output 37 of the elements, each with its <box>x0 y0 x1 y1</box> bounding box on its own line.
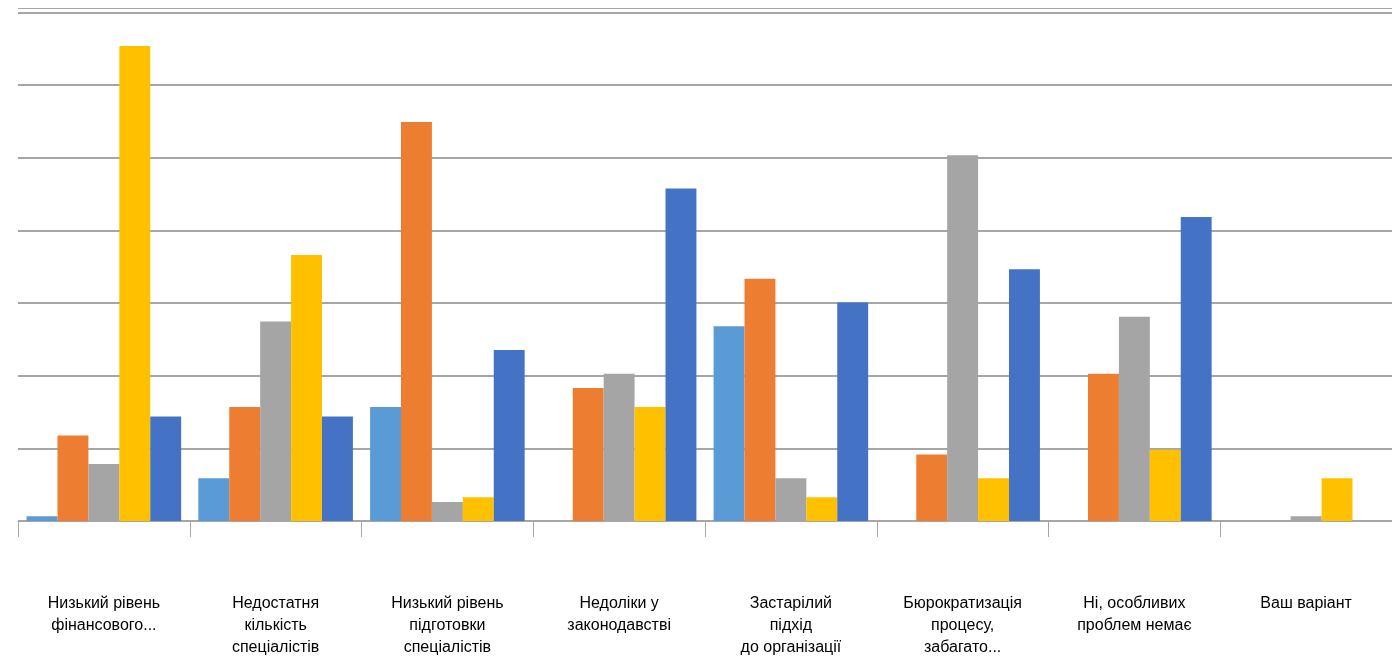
bar <box>1009 269 1040 521</box>
bar <box>370 407 401 521</box>
bar <box>1149 449 1181 521</box>
x-tick-label: Бюрократизація процесу, забагато... <box>903 593 1022 655</box>
bar <box>119 46 151 521</box>
bar <box>916 454 948 521</box>
x-tick-label: Ні, особливих проблем немає <box>1077 593 1192 633</box>
bar <box>493 350 525 521</box>
x-tick-label: Недостатня кількість спеціалістів <box>231 593 320 655</box>
bar <box>665 188 697 521</box>
bar <box>978 478 1009 521</box>
bar <box>462 497 494 521</box>
bar <box>1180 217 1212 521</box>
bar <box>431 502 463 521</box>
bar <box>291 255 322 521</box>
bar <box>26 516 58 521</box>
x-tick-label: Недоліки у законодавстві <box>567 593 671 633</box>
x-tick-label: Низький рівень фінансового... <box>47 593 161 633</box>
bar <box>806 497 838 521</box>
bar <box>322 416 353 521</box>
bar <box>88 464 120 521</box>
bar <box>1321 478 1353 521</box>
bar <box>634 407 666 521</box>
bar <box>229 407 261 521</box>
bar <box>401 122 432 521</box>
bar <box>775 478 807 521</box>
bar <box>572 388 604 521</box>
bar <box>713 326 745 521</box>
bar <box>837 302 869 521</box>
bar <box>198 478 230 521</box>
x-tick-label: Низький рівень підготовки спеціалістів <box>391 593 504 655</box>
bar <box>744 278 776 521</box>
bar <box>1088 373 1119 521</box>
x-tick-label: Застарілий підхід до організації <box>740 593 842 655</box>
bar <box>57 435 89 521</box>
bar <box>150 416 182 521</box>
x-tick-label: Ваш варіант <box>1260 593 1353 611</box>
